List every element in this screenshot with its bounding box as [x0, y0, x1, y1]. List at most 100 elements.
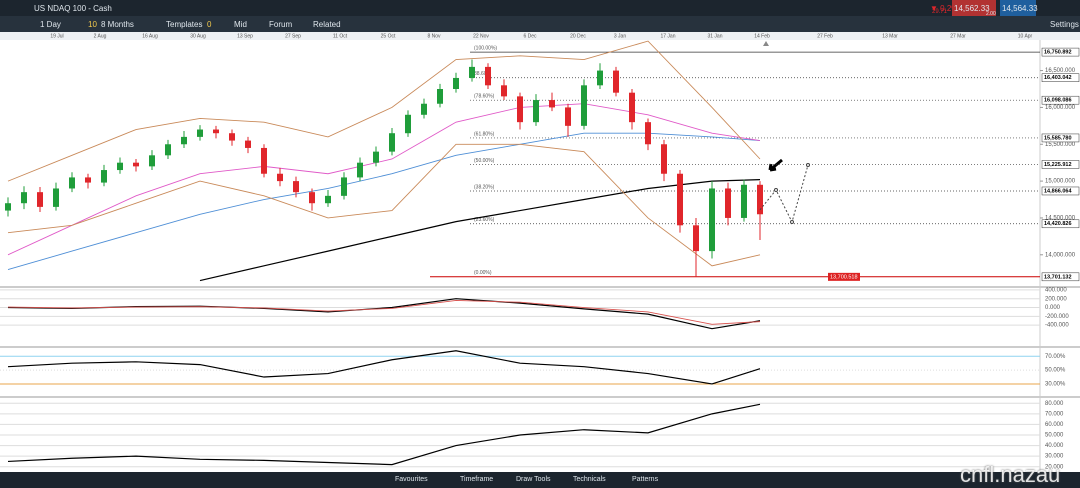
sell-price[interactable]: 14,562.33 — [952, 0, 996, 16]
buy-price[interactable]: 14,564.33 — [1000, 0, 1038, 16]
indicator-line — [199, 179, 761, 282]
level-box — [1041, 272, 1080, 282]
bottom-tab[interactable]: Technicals — [573, 476, 606, 483]
candle-body — [581, 85, 587, 126]
candle-body — [325, 195, 331, 204]
candle-body — [549, 100, 555, 108]
date-label: 25 Oct — [381, 33, 396, 39]
candle-body — [85, 177, 91, 183]
y-tick-label: 14,000.000 — [1045, 252, 1076, 258]
candle-body — [197, 129, 203, 137]
mid[interactable]: Mid — [234, 20, 247, 29]
y-tick-label: 60.000 — [1045, 422, 1064, 428]
date-label: 13 Mar — [882, 33, 898, 39]
range[interactable]: 8 Months — [101, 20, 134, 29]
candle-body — [613, 70, 619, 93]
fib-label: (61.80%) — [474, 131, 495, 137]
date-label: 27 Mar — [950, 33, 966, 39]
title-bar: US NDAQ 100 - Cash ▼ 0.2% 29.71 14,562.3… — [0, 0, 1080, 17]
y-tick-label: 20.000 — [1045, 464, 1064, 470]
candle-body — [533, 100, 539, 123]
interval[interactable]: 1 Day — [40, 20, 61, 29]
projection-point — [790, 220, 794, 224]
level-box — [1041, 219, 1080, 229]
date-label: 17 Jan — [660, 33, 675, 39]
candle-body — [357, 162, 363, 178]
date-axis — [0, 32, 1080, 40]
level-box — [1041, 95, 1080, 105]
fib-label: (23.60%) — [474, 217, 495, 223]
toolbar: 1 Day 10 8 Months Templates 0 Mid Forum … — [0, 16, 1080, 32]
templates[interactable]: Templates — [166, 20, 203, 29]
y-tick-label: 0.000 — [1045, 305, 1061, 311]
level-box — [1041, 186, 1080, 196]
forum[interactable]: Forum — [269, 20, 293, 29]
candle-body — [565, 107, 571, 126]
candle-body — [69, 177, 75, 189]
date-label: 19 Jul — [50, 33, 63, 39]
candle-body — [117, 162, 123, 171]
candle-body — [341, 177, 347, 196]
y-tick-label: 50.00% — [1045, 368, 1066, 374]
date-label: 3 Jan — [614, 33, 626, 39]
instrument[interactable]: US NDAQ 100 - Cash — [34, 4, 112, 13]
candle-body — [213, 129, 219, 134]
candle-body — [437, 89, 443, 104]
bottom-tab[interactable]: Patterns — [632, 476, 659, 483]
indicator-line — [7, 143, 761, 267]
candle-body — [149, 155, 155, 167]
level-box — [1041, 73, 1080, 82]
candle-body — [21, 192, 27, 204]
low-marker-box — [828, 272, 860, 281]
projection-point — [774, 187, 778, 192]
candle-body — [373, 151, 379, 163]
y-tick-label: 30.00% — [1045, 382, 1066, 388]
range-icon: 10 — [88, 20, 97, 29]
candle-body — [725, 188, 731, 218]
level-label: 16,403.042 — [1044, 75, 1072, 81]
level-box — [1041, 160, 1080, 169]
fib-label: (100.00%) — [474, 45, 497, 51]
candle-body — [245, 140, 251, 148]
candle-body — [629, 92, 635, 123]
level-box — [1041, 133, 1080, 143]
candle-body — [741, 184, 747, 218]
candle-body — [517, 96, 523, 123]
fib-label: (38.20%) — [474, 184, 495, 190]
indicator-line — [7, 132, 761, 270]
candle-body — [677, 173, 683, 226]
date-label: 2 Aug — [94, 33, 107, 39]
level-label: 16,750.892 — [1044, 50, 1072, 56]
candle-body — [709, 188, 715, 252]
bottom-tab[interactable]: Timeframe — [460, 476, 494, 483]
related[interactable]: Related — [313, 20, 341, 29]
fib-label: (0.00%) — [474, 270, 492, 276]
date-label: 6 Dec — [523, 33, 537, 39]
fib-label: 88.60% — [474, 71, 492, 77]
date-label: 27 Feb — [817, 33, 833, 39]
date-label: 11 Oct — [333, 33, 348, 39]
bottom-tab[interactable]: Draw Tools — [516, 476, 551, 483]
candle-body — [53, 188, 59, 207]
candle-body — [5, 203, 11, 211]
level-label: 16,098.086 — [1044, 98, 1072, 104]
low-marker-label: 13,700.518 — [830, 274, 858, 280]
indicator-line — [7, 403, 761, 466]
candle-body — [229, 133, 235, 141]
y-tick-label: -400.000 — [1045, 323, 1069, 329]
y-tick-label: 40.000 — [1045, 443, 1064, 449]
y-tick-label: 16,500.000 — [1045, 68, 1076, 74]
settings[interactable]: Settings — [1050, 20, 1079, 29]
candle-body — [181, 136, 187, 145]
y-tick-label: 80.000 — [1045, 401, 1064, 407]
bottom-tab[interactable]: Favourites — [395, 476, 428, 483]
indicator-line — [7, 40, 761, 182]
level-label: 14,866.064 — [1044, 188, 1072, 194]
level-label: 13,701.132 — [1044, 274, 1072, 280]
candle-body — [645, 122, 651, 145]
level-box — [1041, 47, 1080, 57]
y-tick-label: 70.00% — [1045, 354, 1066, 360]
date-label: 13 Sep — [237, 33, 253, 39]
y-tick-label: 16,000.000 — [1045, 105, 1076, 111]
candle-body — [661, 144, 667, 174]
